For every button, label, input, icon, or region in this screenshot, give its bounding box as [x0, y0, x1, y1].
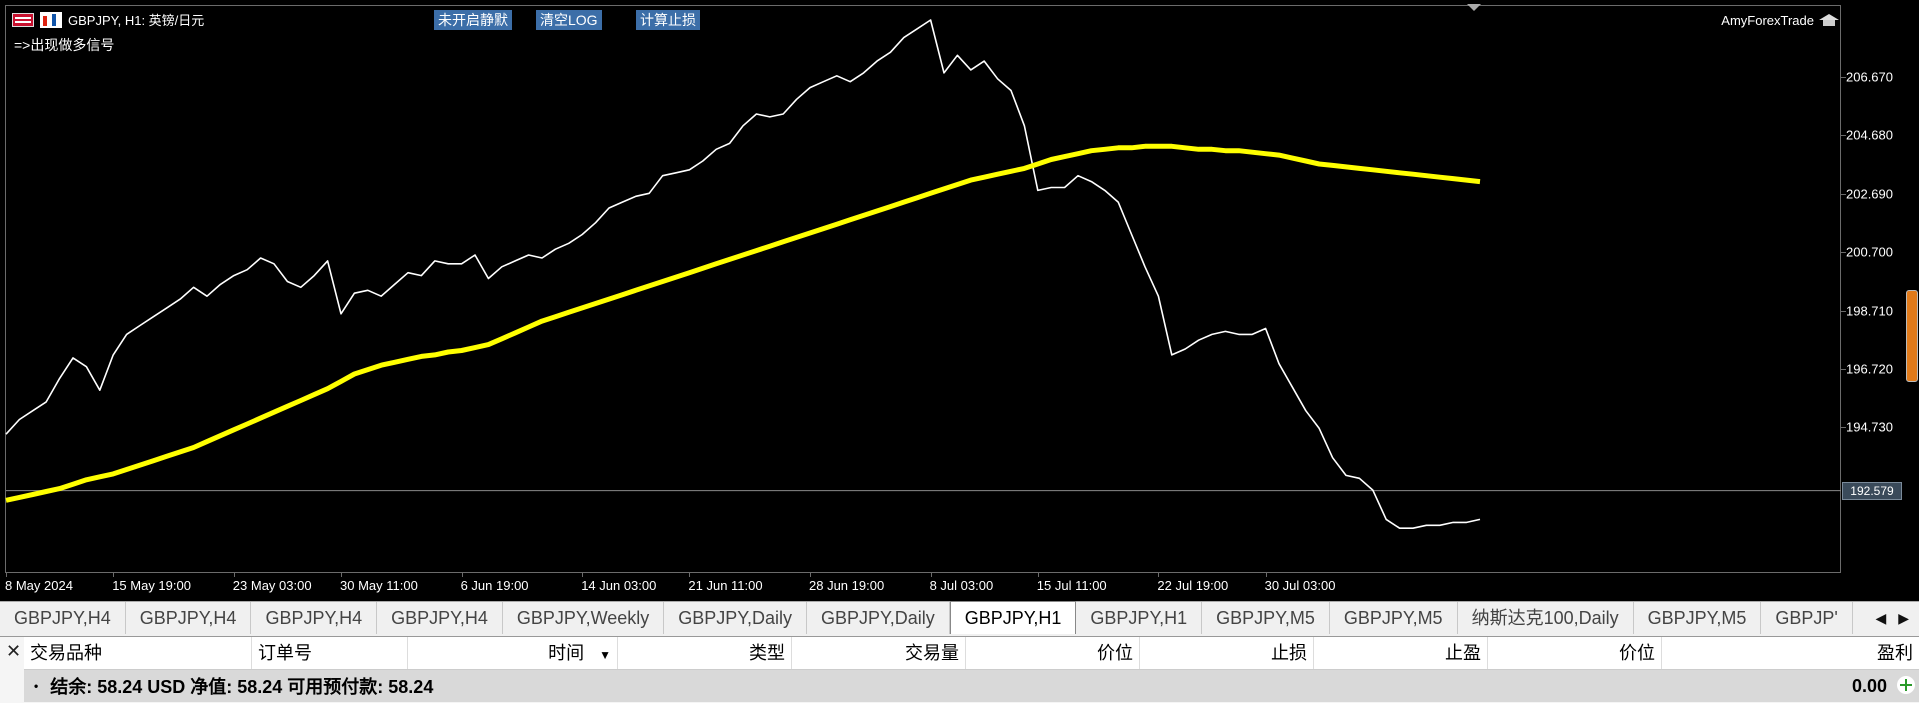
x-tick-mark [582, 573, 584, 577]
brand-text: AmyForexTrade [1721, 12, 1814, 28]
chart-tab[interactable]: GBPJPY,H4 [0, 602, 126, 634]
col-tp[interactable]: 止盈 [1314, 637, 1488, 669]
profit-value: 0.00 [1851, 675, 1887, 696]
chart-tab[interactable]: GBPJPY,H1 [949, 601, 1077, 634]
x-tick-label: 15 Jul 11:00 [1036, 578, 1107, 593]
col-time-label: 时间 [548, 643, 585, 663]
silent-mode-button[interactable]: 未开启静默 [434, 10, 512, 30]
x-tick-mark [930, 573, 932, 577]
current-price-tag: 192.579 [1842, 481, 1902, 500]
x-tick-label: 30 May 11:00 [340, 578, 418, 593]
brand-label: AmyForexTrade [1721, 12, 1839, 28]
plus-icon[interactable] [1897, 676, 1915, 694]
x-tick-mark [810, 573, 811, 577]
graduation-cap-icon [1819, 12, 1839, 28]
x-tick-label: 21 Jun 11:00 [688, 578, 763, 593]
symbol-title: GBPJPY, H1: 英镑/日元 [68, 13, 205, 28]
chart-tab[interactable]: GBPJPY,M5 [1330, 602, 1458, 634]
x-tick-mark [233, 573, 235, 577]
y-tick-label: 206.670 [1846, 69, 1893, 85]
sort-down-icon: ▼ [599, 648, 611, 662]
scroll-left-icon[interactable]: ◀ [1875, 609, 1887, 626]
x-tick-label: 30 Jul 03:00 [1264, 578, 1336, 593]
y-tick-mark [1841, 369, 1846, 371]
scale-scroll-handle[interactable] [1906, 290, 1918, 382]
x-tick-label: 8 Jul 03:00 [929, 578, 994, 593]
balance-text: 结余: 58.24 USD 净值: 58.24 可用预付款: 58.24 [50, 677, 434, 697]
y-tick-mark [1841, 252, 1846, 254]
price-chart[interactable] [0, 0, 1919, 600]
x-tick-label: 8 May 2024 [5, 578, 73, 593]
chart-tab[interactable]: 纳斯达克100,Daily [1458, 602, 1634, 634]
col-volume[interactable]: 交易量 [792, 637, 966, 669]
y-tick-mark [1841, 135, 1846, 137]
x-tick-mark [113, 573, 115, 577]
x-tick-label: 14 Jun 03:00 [581, 578, 657, 593]
y-tick-mark [1841, 76, 1846, 78]
chart-tab[interactable]: GBPJPY,M5 [1202, 602, 1330, 634]
col-symbol[interactable]: 交易品种 [24, 637, 252, 669]
y-tick-label: 204.680 [1846, 127, 1893, 143]
x-tick-mark [1158, 573, 1160, 577]
chart-tab[interactable]: GBPJPY,H4 [377, 602, 503, 634]
y-tick-mark [1841, 310, 1846, 312]
chart-shift-marker[interactable] [1467, 4, 1481, 11]
bullet-icon: • [34, 679, 39, 693]
terminal-panel: ✕ 交易品种 订单号 时间 ▼ 类型 交易量 价位 止损 止盈 价位 盈利 • … [0, 636, 1919, 703]
chart-tab[interactable]: GBPJPY,H4 [251, 602, 378, 634]
chart-tab[interactable]: GBPJPY,M5 [1634, 602, 1762, 634]
x-tick-mark [461, 573, 463, 577]
chart-area[interactable]: GBPJPY, H1: 英镑/日元 =>出现做多信号 未开启静默 清空LOG 计… [0, 0, 1919, 600]
x-tick-mark [689, 573, 691, 577]
y-tick-label: 202.690 [1846, 186, 1893, 202]
balance-row[interactable]: • 结余: 58.24 USD 净值: 58.24 可用预付款: 58.24 0… [24, 670, 1919, 702]
chart-tab[interactable]: GBPJPY,Weekly [503, 602, 665, 634]
x-tick-label: 15 May 19:00 [112, 578, 191, 593]
scroll-right-icon[interactable]: ▶ [1898, 609, 1909, 626]
y-tick-label: 194.730 [1846, 419, 1893, 435]
col-price[interactable]: 价位 [966, 637, 1140, 669]
chart-tab[interactable]: GBPJPY,H4 [126, 602, 252, 634]
x-tick-label: 6 Jun 19:00 [460, 578, 529, 593]
y-tick-label: 196.720 [1846, 361, 1893, 377]
y-tick-mark [1841, 427, 1846, 429]
x-tick-mark [1265, 573, 1267, 577]
y-tick-label: 200.700 [1846, 244, 1893, 260]
chart-tab[interactable]: GBPJPY,H1 [1076, 602, 1203, 634]
y-tick-label: 198.710 [1846, 303, 1893, 319]
close-icon[interactable]: ✕ [6, 641, 22, 661]
tab-scroll-nav: ◀ ▶ [1865, 602, 1919, 634]
chart-icon[interactable] [40, 11, 62, 28]
x-tick-label: 23 May 03:00 [232, 578, 312, 593]
x-tick-mark [1037, 573, 1039, 577]
x-tick-label: 22 Jul 19:00 [1157, 578, 1229, 593]
col-order[interactable]: 订单号 [252, 637, 408, 669]
x-tick-mark [341, 573, 342, 577]
col-profit[interactable]: 盈利 [1877, 643, 1913, 663]
col-current-price[interactable]: 价位 [1488, 637, 1662, 669]
chart-tab[interactable]: GBPJPY,Daily [664, 602, 807, 634]
chart-tabs: GBPJPY,H4 GBPJPY,H4 GBPJPY,H4 GBPJPY,H4 GBPJ… [0, 601, 1919, 636]
col-time[interactable]: 时间 ▼ [408, 637, 618, 669]
flag-icon[interactable] [12, 12, 34, 27]
x-tick-label: 28 Jun 19:00 [809, 578, 885, 593]
moving-average-line [5, 143, 1481, 503]
calc-stoploss-button[interactable]: 计算止损 [636, 10, 700, 30]
terminal-header: 交易品种 订单号 时间 ▼ 类型 交易量 价位 止损 止盈 价位 盈利 [24, 637, 1919, 670]
col-type[interactable]: 类型 [618, 637, 792, 669]
y-tick-mark [1841, 193, 1846, 195]
chart-frame[interactable] [5, 5, 1841, 573]
clear-log-button[interactable]: 清空LOG [536, 10, 602, 30]
chart-tab[interactable]: GBPJPY,Daily [807, 602, 950, 634]
price-series-line [5, 19, 1481, 530]
chart-tab[interactable]: GBPJP' [1761, 602, 1853, 634]
signal-text: =>出现做多信号 [14, 37, 115, 53]
chart-title-row: GBPJPY, H1: 英镑/日元 [12, 10, 204, 29]
col-sl[interactable]: 止损 [1140, 637, 1314, 669]
x-tick-mark [6, 573, 7, 577]
